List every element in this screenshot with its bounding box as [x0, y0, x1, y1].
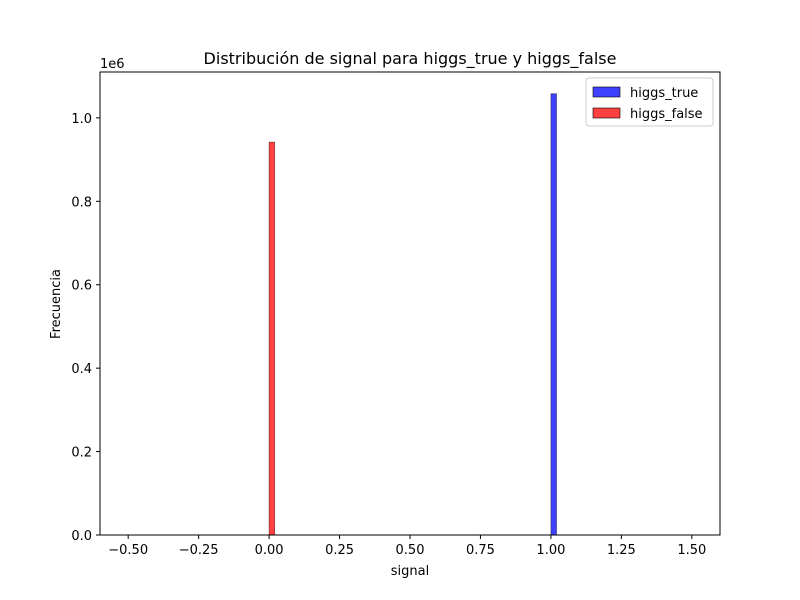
x-axis-label: signal [391, 564, 429, 579]
bars-group [268, 93, 557, 536]
x-tick-label: 0.25 [325, 543, 354, 558]
y-tick-label: 1.0 [71, 112, 92, 127]
x-tick-label: −0.25 [179, 543, 219, 558]
x-tick-label: 0.00 [255, 543, 284, 558]
y-tick-label: 0.0 [71, 529, 92, 544]
x-tick-label: 1.25 [607, 543, 636, 558]
bar-higgs-true [550, 93, 557, 536]
plot-frame [99, 71, 721, 536]
y-axis-ticks: 0.0 0.2 0.4 0.6 0.8 1.0 [71, 112, 100, 544]
x-tick-label: 0.50 [396, 543, 425, 558]
y-axis-label: Frecuencia [49, 269, 64, 339]
x-tick-label: 0.75 [466, 543, 495, 558]
x-axis-ticks: −0.50 −0.25 0.00 0.25 0.50 0.75 1.00 1.25 1.50 [108, 535, 706, 558]
x-tick-label: 1.00 [536, 543, 565, 558]
bar-higgs-false [268, 141, 276, 536]
y-axis-offset-label: 1e6 [100, 57, 125, 72]
x-tick-label: 1.50 [677, 543, 706, 558]
chart-title: Distribución de signal para higgs_true y… [204, 49, 617, 69]
legend-label-higgs-true: higgs_true [630, 86, 698, 101]
y-tick-label: 0.2 [71, 446, 92, 461]
legend-swatch-higgs-true [592, 86, 621, 98]
legend-label-higgs-false: higgs_false [630, 107, 703, 122]
y-tick-label: 0.6 [71, 279, 92, 294]
x-tick-label: −0.50 [108, 543, 148, 558]
legend-swatch-higgs-false [592, 107, 621, 119]
legend: higgs_true higgs_false [585, 77, 714, 127]
y-tick-label: 0.8 [71, 195, 92, 210]
y-tick-label: 0.4 [71, 362, 92, 377]
